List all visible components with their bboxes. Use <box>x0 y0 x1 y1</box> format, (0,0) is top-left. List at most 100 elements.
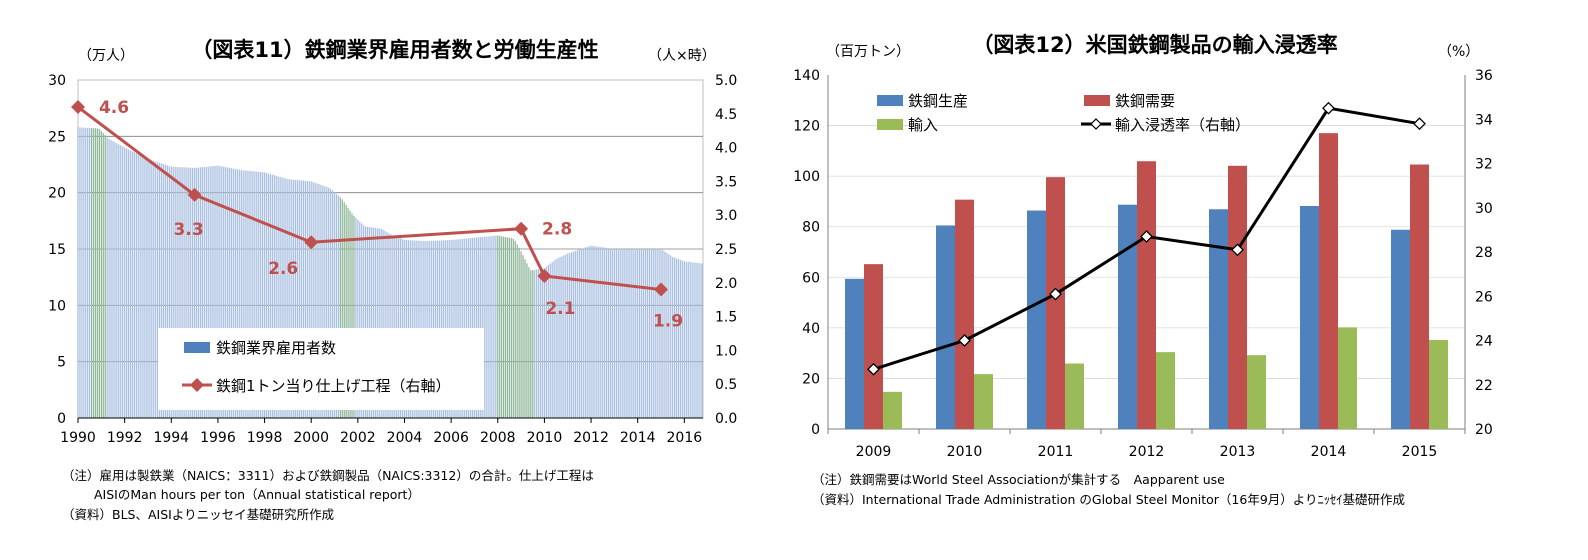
employment-bar <box>658 249 660 418</box>
employment-bar <box>184 167 186 418</box>
employment-bar <box>112 141 114 418</box>
y-right-tick-label: 2.5 <box>715 242 737 258</box>
employment-bar <box>127 149 130 418</box>
y-left-unit-label: （百万トン） <box>826 44 910 60</box>
y-right-tick-label: 28 <box>1475 245 1493 261</box>
employment-bar <box>172 166 174 418</box>
employment-bar <box>240 170 242 418</box>
employment-bar <box>475 237 478 418</box>
employment-bar <box>322 185 324 418</box>
bar-demand <box>1046 177 1065 429</box>
employment-bar <box>662 250 664 418</box>
employment-bar <box>565 254 567 418</box>
employment-bar <box>320 184 322 418</box>
employment-bar <box>275 175 277 418</box>
employment-bar <box>374 227 376 418</box>
y-right-tick-label: 3.0 <box>715 208 737 224</box>
productivity-data-label: 4.6 <box>99 98 129 118</box>
y-left-tick-label: 20 <box>48 186 66 202</box>
employment-bar <box>471 237 474 418</box>
employment-bar <box>660 249 662 418</box>
employment-bar <box>607 248 610 418</box>
y-right-tick-label: 1.0 <box>715 343 737 359</box>
employment-bar <box>180 167 182 418</box>
employment-bar <box>625 249 627 418</box>
bar-imports <box>1338 327 1357 429</box>
employment-bar <box>335 193 338 418</box>
employment-bar <box>510 238 513 418</box>
employment-bar <box>341 199 343 418</box>
employment-bar <box>302 180 305 418</box>
employment-bar <box>477 237 479 418</box>
employment-bar <box>213 166 215 418</box>
x-tick-label: 2014 <box>620 430 656 446</box>
employment-bar <box>285 178 287 418</box>
employment-bar <box>195 167 198 418</box>
employment-bar <box>137 154 139 418</box>
x-tick-label: 2012 <box>573 430 609 446</box>
bar-imports <box>1247 355 1266 429</box>
productivity-marker <box>71 100 85 115</box>
productivity-data-label: 3.3 <box>174 220 204 240</box>
employment-bar <box>600 247 602 418</box>
employment-bar <box>699 263 701 418</box>
employment-bar <box>376 228 378 418</box>
employment-bar <box>547 265 549 418</box>
employment-bar <box>221 166 223 418</box>
employment-bar <box>124 147 126 418</box>
employment-bar <box>178 167 180 418</box>
bar-demand <box>864 264 883 429</box>
employment-bar <box>487 236 489 418</box>
employment-bar <box>223 166 225 418</box>
employment-bar <box>495 235 497 418</box>
employment-bar <box>164 164 167 418</box>
employment-bar <box>256 171 258 418</box>
employment-bar <box>619 249 621 418</box>
employment-bar <box>244 170 246 418</box>
employment-bar <box>90 128 93 419</box>
employment-bar <box>343 202 345 418</box>
legend-box <box>158 328 484 410</box>
y-right-tick-label: 3.5 <box>715 174 737 190</box>
employment-bar <box>133 152 135 419</box>
employment-bar <box>347 207 349 418</box>
employment-bar <box>217 165 219 418</box>
employment-bar <box>114 142 116 418</box>
employment-bar <box>485 236 487 418</box>
legend-label-demand: 鉄鋼需要 <box>1115 92 1175 110</box>
employment-bar <box>508 237 511 418</box>
employment-bar <box>279 176 281 418</box>
employment-bar <box>215 165 217 418</box>
y-left-unit-label: （万人） <box>78 48 134 64</box>
employment-bar <box>174 166 176 418</box>
legend-swatch-marker <box>190 378 204 392</box>
employment-bar <box>648 249 650 418</box>
employment-bar <box>153 160 155 419</box>
x-tick-label: 1998 <box>247 430 283 446</box>
employment-bar <box>530 270 532 418</box>
chart-import-penetration: 0 20 40 60 80 100 120 140 20 22 24 26 28 30 32 34 36 2009… <box>793 33 1493 460</box>
employment-bar <box>576 250 579 418</box>
legend-swatch-imports <box>877 119 903 130</box>
employment-bar <box>236 169 238 418</box>
employment-bar <box>590 245 592 418</box>
productivity-data-label: 1.9 <box>653 312 683 332</box>
employment-bar <box>639 249 641 418</box>
employment-bar <box>545 266 547 418</box>
legend-label-productivity: 鉄鋼1トン当り仕上げ工程（右軸） <box>216 377 451 395</box>
employment-bar <box>584 247 586 418</box>
employment-bar <box>681 260 684 418</box>
employment-bar <box>677 259 680 418</box>
employment-bar <box>190 167 192 418</box>
employment-bar <box>147 158 149 418</box>
employment-bar <box>637 249 639 418</box>
employment-bar <box>248 170 250 418</box>
employment-bar <box>100 130 102 418</box>
y-right-tick-label: 0.5 <box>715 377 737 393</box>
employment-bar <box>261 172 264 418</box>
bar-production <box>1118 204 1137 429</box>
bar-production <box>845 278 864 429</box>
employment-bar <box>689 262 691 418</box>
